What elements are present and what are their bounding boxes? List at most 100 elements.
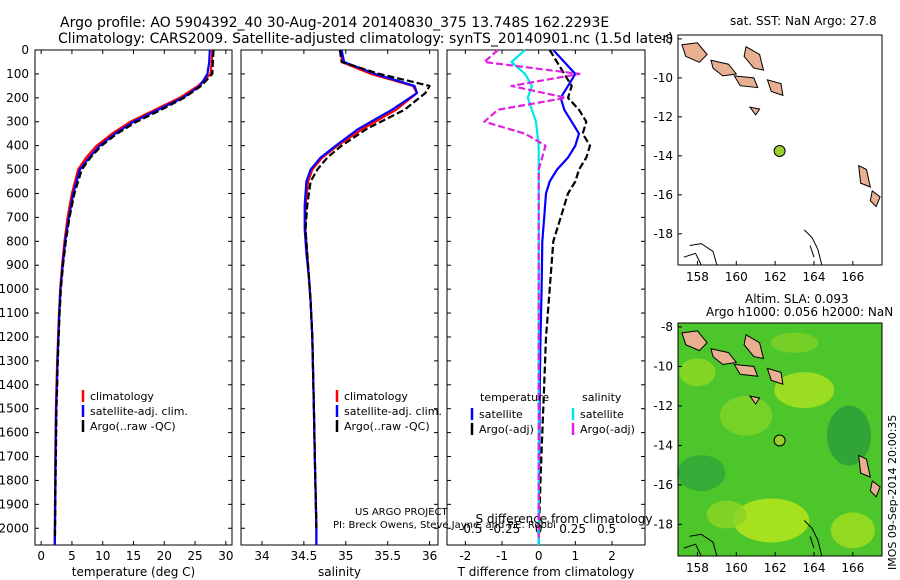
land-island bbox=[766, 79, 784, 97]
x-tick-label: 0 bbox=[535, 549, 543, 563]
legend-header: salinity bbox=[582, 391, 622, 404]
depth-tick-label: 300 bbox=[6, 115, 29, 129]
side-timestamp: IMOS 09-Sep-2014 20:00:35 bbox=[886, 415, 899, 570]
x-axis-label: salinity bbox=[318, 565, 361, 579]
legend-label: satellite bbox=[479, 408, 523, 421]
x-tick-label: 35.5 bbox=[374, 549, 401, 563]
land-island bbox=[869, 190, 881, 208]
depth-tick-label: 200 bbox=[6, 91, 29, 105]
depth-tick-label: 500 bbox=[6, 163, 29, 177]
depth-tick-label: 800 bbox=[6, 234, 29, 248]
land-island bbox=[733, 363, 759, 377]
sla-patch bbox=[770, 332, 819, 353]
sla-patch bbox=[774, 372, 835, 409]
land-island bbox=[858, 454, 871, 478]
map-y-tick-label: -12 bbox=[653, 110, 673, 124]
land-island bbox=[858, 164, 871, 188]
x-tick-label: -1 bbox=[496, 549, 508, 563]
depth-tick-label: 1000 bbox=[0, 282, 29, 296]
map-x-tick-label: 158 bbox=[686, 561, 709, 575]
legend-label: satellite bbox=[580, 408, 624, 421]
plot-frame bbox=[240, 49, 439, 546]
series-line bbox=[537, 49, 592, 538]
map-frame bbox=[677, 322, 883, 557]
series-line bbox=[303, 49, 419, 545]
bathymetry-contour bbox=[689, 533, 718, 557]
depth-tick-label: 1500 bbox=[0, 402, 29, 416]
legend-label: climatology bbox=[344, 390, 408, 403]
land-island bbox=[869, 480, 881, 498]
legend-label: Argo(..raw -QC) bbox=[344, 420, 430, 433]
series-line bbox=[304, 49, 431, 529]
sla-patch bbox=[733, 498, 810, 543]
float-position-marker bbox=[773, 144, 786, 157]
map-x-tick-label: 160 bbox=[725, 561, 748, 575]
x-axis-label: temperature (deg C) bbox=[72, 565, 195, 579]
x-tick-label: 34.5 bbox=[291, 549, 318, 563]
depth-tick-label: 1300 bbox=[0, 354, 29, 368]
map-y-tick-label: -18 bbox=[653, 517, 673, 531]
title-line-1: Argo profile: AO 5904392_40 30-Aug-2014 … bbox=[60, 15, 609, 31]
bathymetry-contour bbox=[683, 543, 702, 557]
x-tick-label: 20 bbox=[157, 549, 172, 563]
depth-tick-label: 600 bbox=[6, 186, 29, 200]
x-tick-label: -2 bbox=[459, 549, 471, 563]
land-island bbox=[710, 348, 738, 366]
depth-tick-label: 900 bbox=[6, 258, 29, 272]
map-y-tick-label: -12 bbox=[653, 399, 673, 413]
legend-label: satellite-adj. clim. bbox=[90, 405, 188, 418]
pi-label: PI: Breck Owens, Steve Jayne, and P.E. R… bbox=[333, 520, 556, 531]
depth-tick-label: 700 bbox=[6, 210, 29, 224]
series-line bbox=[510, 49, 540, 545]
series-line bbox=[304, 50, 419, 545]
sla-patch bbox=[706, 500, 747, 529]
series-line bbox=[483, 49, 581, 538]
float-position-marker bbox=[773, 434, 786, 447]
bathymetry-contour bbox=[803, 229, 823, 266]
x-tick-label: 2 bbox=[608, 549, 616, 563]
map-x-tick-label: 162 bbox=[764, 561, 787, 575]
map-bottom-title-2: Argo h1000: 0.056 h2000: NaN bbox=[706, 305, 893, 319]
map-x-tick-label: 166 bbox=[841, 561, 864, 575]
map-y-tick-label: -10 bbox=[653, 359, 673, 373]
series-line bbox=[53, 49, 214, 546]
salinity-panel: 34 34.5 35 35.5 36 salinity climatology satelli… bbox=[240, 49, 442, 579]
difference-panel: -2 -1 0 1 2 T difference from climatology -0.5… bbox=[446, 49, 652, 579]
depth-tick-label: 0 bbox=[21, 43, 29, 57]
x-tick-label: 35 bbox=[338, 549, 353, 563]
sla-patch bbox=[826, 405, 871, 466]
legend-label: Argo(..raw -QC) bbox=[90, 420, 176, 433]
plot-frame bbox=[446, 49, 646, 546]
x2-tick-label: 0.5 bbox=[597, 522, 616, 536]
depth-tick-label: 1700 bbox=[0, 450, 29, 464]
bathymetry-contour bbox=[809, 245, 815, 258]
bathymetry-contour bbox=[809, 536, 815, 549]
map-x-tick-label: 160 bbox=[725, 270, 748, 284]
x-tick-label: 34 bbox=[254, 549, 269, 563]
depth-tick-label: 100 bbox=[6, 67, 29, 81]
map-x-tick-label: 162 bbox=[764, 270, 787, 284]
map-bottom: 158 160 162 164 166 -8 -10 -12 -14 -16 -18 bbox=[653, 320, 883, 575]
map-x-tick-label: 164 bbox=[803, 270, 826, 284]
project-label: US ARGO PROJECT bbox=[355, 507, 449, 518]
depth-tick-label: 400 bbox=[6, 139, 29, 153]
x-tick-label: 15 bbox=[126, 549, 141, 563]
x2-tick-label: 0.25 bbox=[559, 522, 586, 536]
plot-frame bbox=[34, 49, 233, 546]
x-tick-label: 25 bbox=[187, 549, 202, 563]
depth-tick-label: 2000 bbox=[0, 521, 29, 535]
x-tick-label: 36 bbox=[422, 549, 437, 563]
land-island bbox=[733, 75, 759, 89]
map-frame bbox=[677, 34, 883, 266]
bathymetry-contour bbox=[683, 252, 702, 266]
series-line bbox=[537, 49, 581, 546]
map-x-tick-label: 166 bbox=[841, 270, 864, 284]
x-axis-label: T difference from climatology bbox=[457, 565, 635, 579]
temperature-panel: 0100200300400500600700800900100011001200… bbox=[0, 43, 233, 579]
depth-tick-label: 1600 bbox=[0, 426, 29, 440]
x2-tick-label: -0.5 bbox=[459, 522, 482, 536]
map-x-tick-label: 158 bbox=[686, 270, 709, 284]
x-tick-label: 5 bbox=[68, 549, 76, 563]
bathymetry-contour bbox=[803, 520, 823, 557]
